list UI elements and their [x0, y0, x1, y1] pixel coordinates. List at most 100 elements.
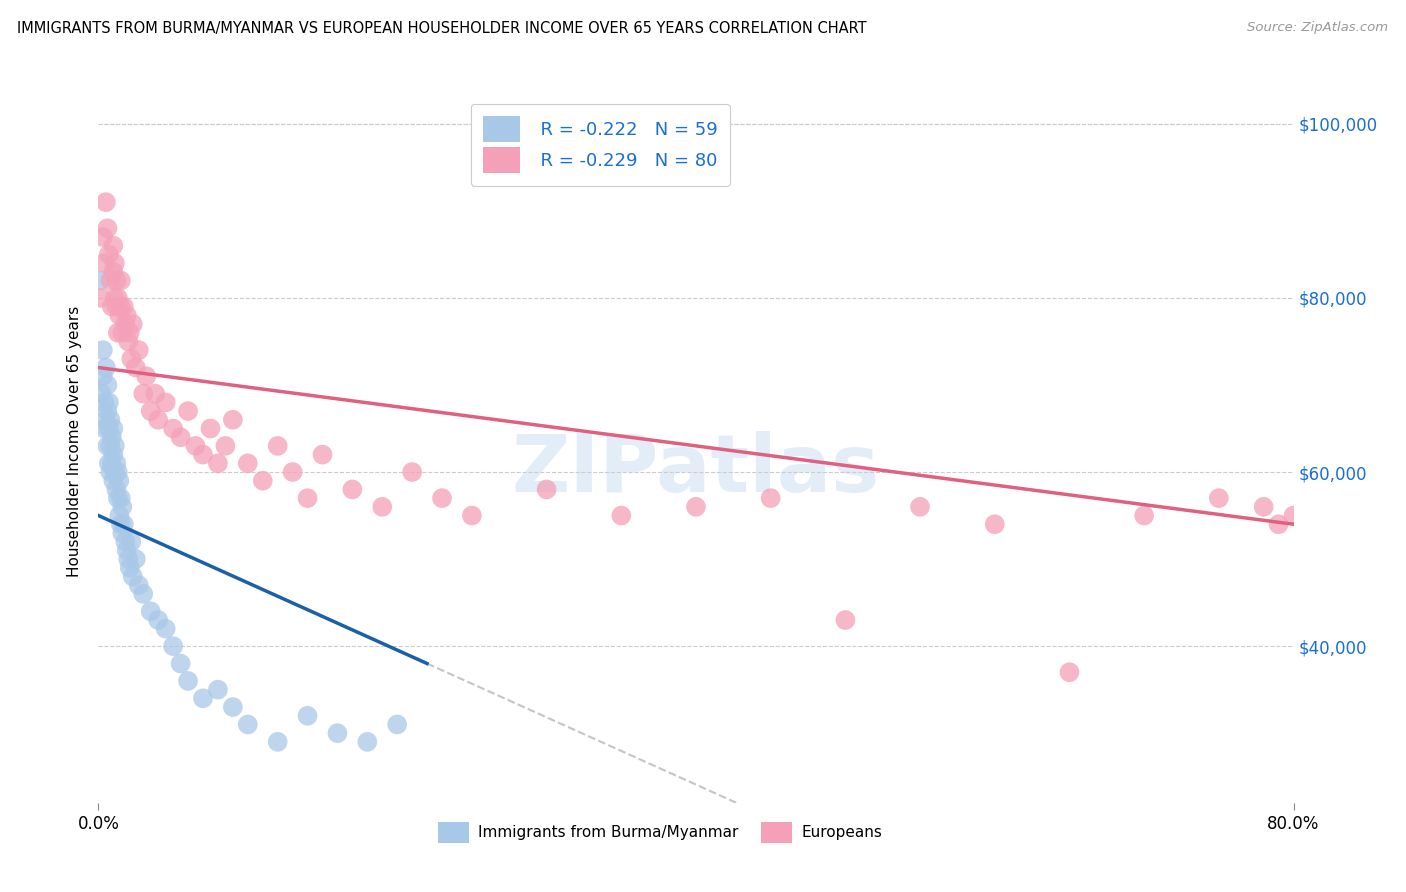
- Point: [401, 465, 423, 479]
- Point: [120, 534, 142, 549]
- Point: [984, 517, 1007, 532]
- Point: [610, 508, 633, 523]
- Point: [222, 700, 245, 714]
- Point: [105, 300, 128, 314]
- Point: [91, 343, 114, 358]
- Point: [104, 465, 127, 479]
- Point: [177, 404, 200, 418]
- Point: [148, 613, 170, 627]
- Point: [139, 604, 162, 618]
- Point: [103, 448, 125, 462]
- Point: [214, 439, 236, 453]
- Point: [132, 587, 155, 601]
- Point: [117, 334, 139, 349]
- Point: [96, 221, 118, 235]
- Point: [103, 474, 125, 488]
- Point: [105, 273, 128, 287]
- Point: [908, 500, 931, 514]
- Point: [91, 369, 114, 384]
- Point: [105, 456, 128, 470]
- Point: [111, 525, 134, 540]
- Point: [93, 256, 115, 270]
- Point: [89, 273, 111, 287]
- Point: [155, 395, 177, 409]
- Point: [1253, 500, 1275, 514]
- Point: [461, 508, 484, 523]
- Point: [121, 569, 143, 583]
- Point: [162, 639, 184, 653]
- Point: [311, 448, 333, 462]
- Point: [132, 386, 155, 401]
- Point: [356, 735, 378, 749]
- Point: [342, 483, 364, 497]
- Text: Source: ZipAtlas.com: Source: ZipAtlas.com: [1247, 21, 1388, 34]
- Point: [281, 465, 304, 479]
- Point: [236, 456, 259, 470]
- Point: [118, 326, 141, 340]
- Point: [110, 491, 132, 505]
- Point: [105, 483, 128, 497]
- Point: [191, 448, 214, 462]
- Point: [97, 421, 120, 435]
- Point: [97, 247, 120, 261]
- Point: [222, 413, 245, 427]
- Point: [115, 308, 138, 322]
- Point: [207, 682, 229, 697]
- Point: [128, 578, 150, 592]
- Point: [125, 360, 148, 375]
- Point: [96, 404, 118, 418]
- Point: [759, 491, 782, 505]
- Point: [108, 474, 131, 488]
- Point: [685, 500, 707, 514]
- Legend: Immigrants from Burma/Myanmar, Europeans: Immigrants from Burma/Myanmar, Europeans: [432, 815, 889, 849]
- Point: [267, 439, 290, 453]
- Point: [169, 430, 191, 444]
- Point: [98, 439, 122, 453]
- Point: [135, 369, 157, 384]
- Point: [103, 238, 125, 252]
- Point: [108, 508, 131, 523]
- Point: [184, 439, 207, 453]
- Point: [1208, 491, 1230, 505]
- Point: [98, 465, 122, 479]
- Point: [536, 483, 558, 497]
- Point: [103, 265, 125, 279]
- Point: [148, 413, 170, 427]
- Point: [207, 456, 229, 470]
- Point: [94, 360, 117, 375]
- Point: [371, 500, 394, 514]
- Point: [143, 386, 166, 401]
- Point: [110, 273, 132, 287]
- Point: [191, 691, 214, 706]
- Point: [107, 326, 129, 340]
- Point: [111, 326, 134, 340]
- Point: [97, 456, 120, 470]
- Point: [96, 378, 118, 392]
- Point: [118, 561, 141, 575]
- Point: [107, 291, 129, 305]
- Point: [107, 491, 129, 505]
- Point: [98, 413, 122, 427]
- Point: [108, 308, 131, 322]
- Point: [94, 195, 117, 210]
- Point: [128, 343, 150, 358]
- Point: [155, 622, 177, 636]
- Point: [252, 474, 274, 488]
- Point: [91, 230, 114, 244]
- Point: [103, 421, 125, 435]
- Point: [236, 717, 259, 731]
- Point: [97, 395, 120, 409]
- Point: [121, 317, 143, 331]
- Point: [104, 291, 127, 305]
- Point: [326, 726, 349, 740]
- Text: IMMIGRANTS FROM BURMA/MYANMAR VS EUROPEAN HOUSEHOLDER INCOME OVER 65 YEARS CORRE: IMMIGRANTS FROM BURMA/MYANMAR VS EUROPEA…: [17, 21, 866, 36]
- Point: [1133, 508, 1156, 523]
- Point: [111, 500, 134, 514]
- Point: [112, 300, 135, 314]
- Point: [96, 439, 118, 453]
- Point: [139, 404, 162, 418]
- Point: [177, 673, 200, 688]
- Point: [94, 413, 117, 427]
- Point: [104, 439, 127, 453]
- Point: [430, 491, 453, 505]
